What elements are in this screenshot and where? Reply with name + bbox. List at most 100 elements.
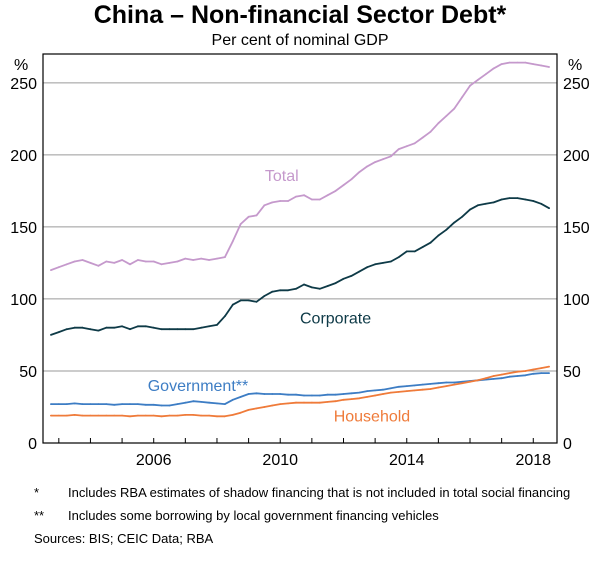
data-point-total [492, 67, 495, 70]
data-point-government [342, 393, 345, 395]
data-point-government [239, 396, 242, 398]
data-point-total [469, 84, 471, 87]
data-point-corporate [160, 328, 163, 331]
data-point-corporate [200, 326, 203, 329]
data-point-government [508, 375, 511, 378]
data-point-corporate [81, 326, 84, 329]
data-point-household [461, 382, 463, 385]
data-point-household [303, 401, 305, 404]
data-point-household [97, 414, 100, 417]
chart: 0 0 50 50 100 100 150 150 200 200 250 250% % 2006 2010… [10, 53, 590, 469]
data-point-government [334, 393, 337, 396]
data-point-corporate [50, 334, 52, 336]
data-point-household [152, 414, 155, 417]
data-point-household [311, 401, 313, 404]
data-point-corporate [303, 283, 305, 286]
data-point-total [263, 204, 266, 207]
data-point-household [477, 379, 479, 382]
data-point-household [429, 388, 432, 390]
series-label-household: Household [334, 408, 411, 425]
data-point-household [484, 377, 487, 380]
data-point-corporate [73, 326, 76, 329]
data-point-government [358, 391, 361, 394]
data-point-government [500, 377, 503, 380]
data-point-government [216, 402, 218, 405]
data-point-government [81, 403, 84, 405]
data-point-total [247, 215, 250, 218]
data-point-household [231, 414, 234, 416]
data-point-government [303, 394, 305, 397]
data-point-government [326, 393, 329, 396]
data-point-corporate [295, 287, 297, 290]
chart-title: China – Non-financial Sector Debt* [93, 1, 507, 29]
data-point-total [334, 190, 337, 192]
data-point-total [366, 165, 369, 168]
footnote-2: ** Includes some borrowing by local gove… [34, 507, 574, 524]
x-tick-label: 2010 [262, 452, 298, 469]
data-point-corporate [548, 207, 550, 210]
data-point-total [374, 161, 376, 164]
data-point-government [152, 403, 155, 406]
data-point-total [57, 266, 60, 269]
data-point-government [129, 403, 131, 405]
data-point-total [532, 63, 535, 65]
data-point-corporate [500, 198, 503, 201]
data-point-household [421, 388, 424, 391]
footnote-1-mark: * [34, 485, 40, 500]
data-point-government [318, 394, 321, 397]
data-point-corporate [176, 328, 179, 331]
data-point-government [224, 403, 226, 405]
data-point-corporate [390, 260, 392, 263]
series-labels: Total Corporate Government** Household [148, 168, 410, 426]
data-point-total [524, 61, 527, 64]
data-point-total [295, 195, 297, 198]
data-point-total [287, 200, 289, 202]
data-point-household [144, 414, 147, 417]
data-point-household [208, 414, 211, 417]
data-point-corporate [469, 208, 471, 211]
data-point-household [105, 414, 108, 417]
data-point-household [184, 414, 187, 416]
data-point-household [358, 397, 361, 400]
data-point-total [358, 171, 361, 174]
data-point-government [247, 393, 250, 395]
footnote-2-text: Includes some borrowing by local governm… [68, 508, 439, 523]
series-label-corporate: Corporate [300, 310, 371, 327]
data-point-household [192, 414, 195, 416]
data-point-corporate [540, 202, 543, 205]
data-point-total [184, 257, 187, 260]
data-point-household [129, 415, 131, 418]
data-point-government [350, 392, 353, 395]
data-point-total [508, 61, 511, 64]
data-point-total [453, 107, 456, 110]
data-point-household [113, 414, 116, 417]
data-point-household [382, 393, 384, 395]
data-point-government [492, 378, 495, 380]
data-point-government [405, 385, 408, 387]
data-point-household [445, 385, 448, 387]
data-point-corporate [168, 328, 171, 331]
data-point-household [524, 370, 527, 372]
data-point-household [65, 414, 68, 417]
data-point-household [374, 394, 376, 397]
data-point-corporate [437, 234, 440, 237]
data-point-total [208, 259, 211, 261]
data-point-total [311, 198, 313, 201]
data-point-corporate [113, 326, 116, 329]
x-tick-label: 2018 [515, 452, 551, 469]
data-point-government [516, 375, 519, 377]
y-tick-label-left: 100 [10, 292, 37, 309]
data-point-government [374, 389, 376, 392]
data-point-government [311, 394, 313, 397]
data-point-government [453, 381, 456, 384]
data-point-household [492, 375, 495, 377]
data-point-household [397, 391, 400, 393]
data-point-total [421, 136, 424, 139]
data-point-corporate [516, 197, 519, 200]
data-point-household [413, 389, 416, 392]
data-point-household [508, 372, 511, 374]
data-point-total [231, 240, 234, 243]
data-point-government [184, 401, 187, 404]
data-point-corporate [374, 263, 376, 266]
data-point-corporate [461, 215, 463, 218]
